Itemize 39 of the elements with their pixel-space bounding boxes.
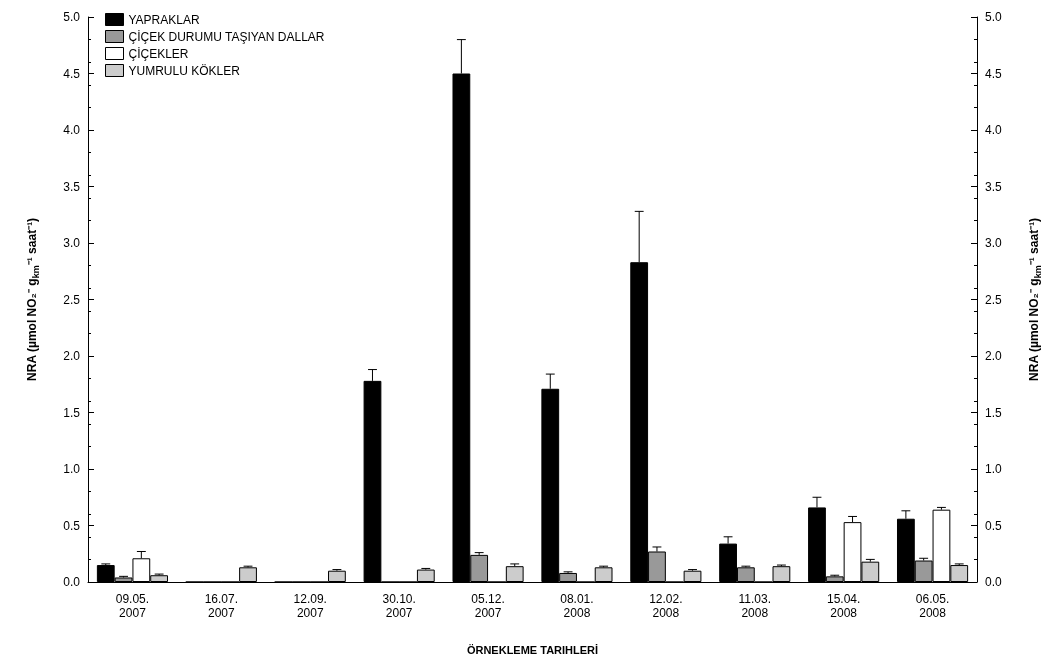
x-tick-label: 30.10. 2007	[382, 592, 416, 620]
y2-tick-label: 1.0	[985, 462, 1003, 476]
y2-tick-label: 1.5	[985, 405, 1003, 420]
x-tick-label: 11.03. 2008	[738, 592, 771, 620]
y-tick-label: 2.0	[63, 349, 81, 363]
y2-tick-label: 2.0	[985, 349, 1003, 363]
y2-tick-label: 0.0	[985, 575, 1003, 589]
y-tick-label: 4.0	[63, 123, 81, 137]
legend-label: ÇİÇEK DURUMU TAŞIYAN DALLAR	[128, 29, 325, 44]
legend-label: YUMRULU KÖKLER	[128, 63, 241, 78]
y2-tick-label: 3.5	[985, 179, 1003, 194]
x-tick-label: 12.09. 2007	[293, 592, 327, 620]
y2-tick-label: 3.0	[985, 236, 1003, 250]
y2-tick-label: 2.5	[985, 292, 1003, 307]
x-tick-label: 08.01. 2008	[560, 592, 594, 620]
legend-label: YAPRAKLAR	[128, 12, 200, 27]
y-tick-label: 3.0	[63, 236, 81, 250]
x-tick-label: 12.02. 2008	[649, 592, 683, 620]
y-axis-title: NRA (µmol NO₂⁻ gkm⁻¹ saat⁻¹)	[24, 217, 41, 381]
y-tick-label: 0.0	[63, 575, 81, 589]
x-tick-label: 16.07. 2007	[204, 592, 239, 620]
y2-tick-label: 4.0	[985, 123, 1003, 137]
legend-label: ÇİÇEKLER	[128, 46, 189, 61]
y2-tick-label: 5.0	[985, 10, 1003, 24]
y2-tick-label: 4.5	[985, 66, 1003, 81]
y-tick-label: 1.0	[63, 462, 81, 476]
y-tick-label: 3.5	[63, 179, 81, 194]
y-tick-label: 2.5	[63, 292, 81, 307]
y-tick-label: 1.5	[63, 405, 81, 420]
x-tick-label: 06.05. 2008	[915, 592, 950, 620]
x-tick-label: 05.12. 2007	[471, 592, 505, 620]
y-tick-label: 5.0	[63, 10, 81, 24]
y2-tick-label: 0.5	[985, 518, 1003, 533]
y-tick-label: 0.5	[63, 518, 81, 533]
y-tick-label: 4.5	[63, 66, 81, 81]
x-tick-label: 15.04. 2008	[826, 592, 861, 620]
x-axis-title: ÖRNEKLEME TARIHLERİ	[466, 643, 599, 656]
x-tick-label: 09.05. 2007	[115, 592, 150, 620]
y2-axis-title: NRA (µmol NO₂⁻ gkm⁻¹ saat⁻¹)	[1026, 217, 1043, 381]
